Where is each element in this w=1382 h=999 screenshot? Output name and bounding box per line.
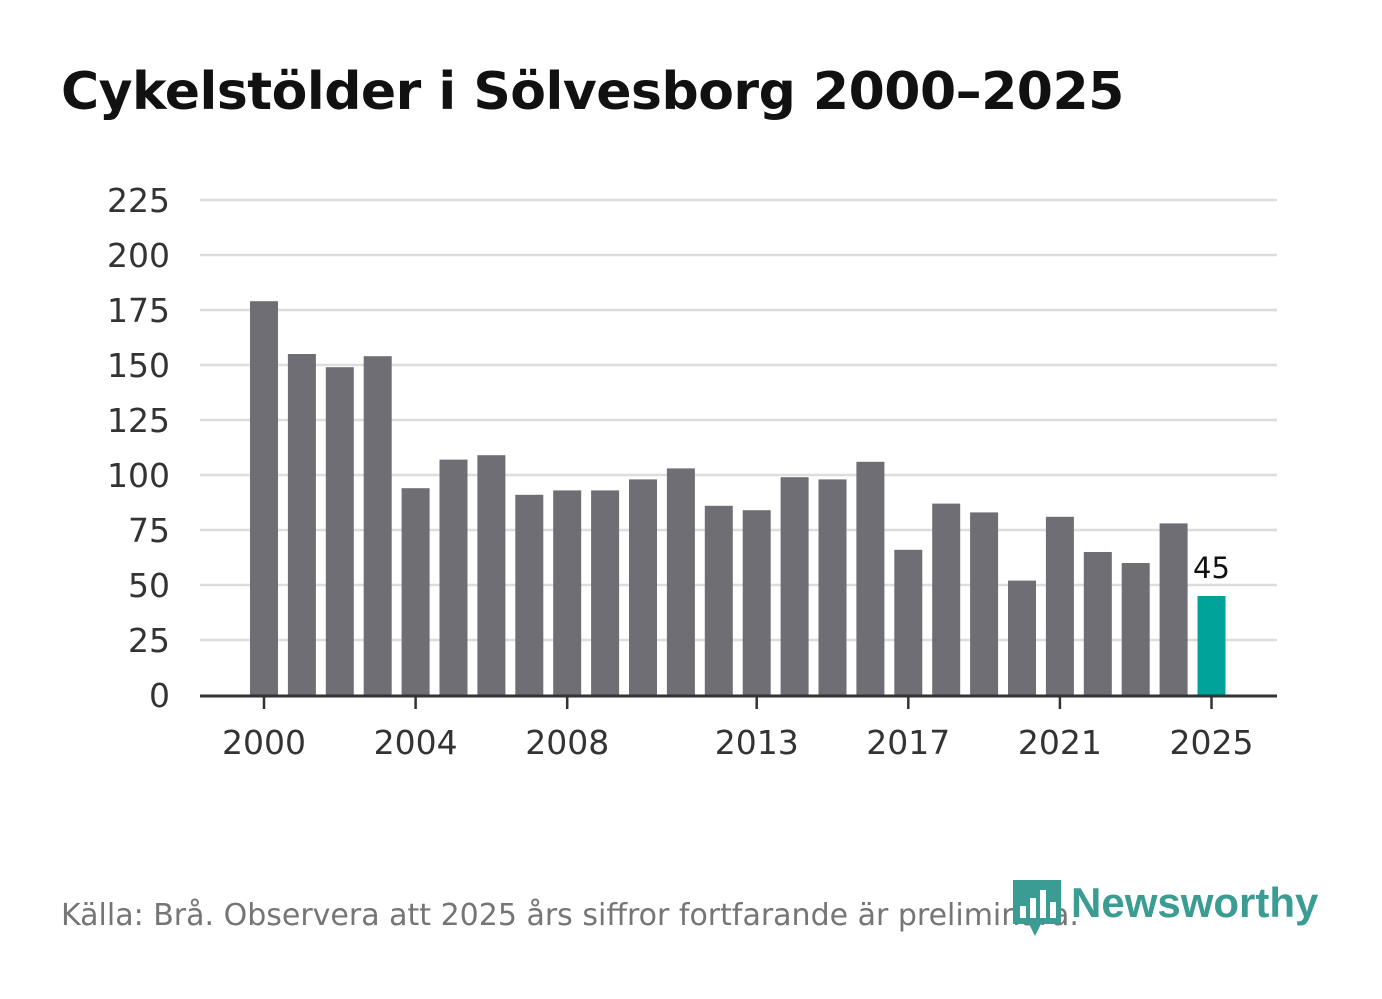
y-tick-label: 150 (107, 346, 170, 385)
bar-2001 (287, 354, 316, 695)
y-tick-label: 75 (128, 511, 170, 550)
bars (250, 301, 1226, 695)
y-tick-label: 175 (107, 291, 170, 330)
gridlines (200, 198, 1277, 642)
brand-name: Newsworthy (1071, 879, 1319, 926)
newsworthy-logo: Newsworthy (1011, 878, 1318, 940)
source-note: Källa: Brå. Observera att 2025 års siffr… (61, 898, 1079, 933)
bar-2024 (1159, 523, 1188, 695)
x-tick-label: 2021 (1018, 723, 1102, 762)
bar-2022 (1083, 552, 1112, 695)
data-label: 45 (1193, 551, 1230, 585)
bar-2017 (894, 549, 923, 695)
bar-2006 (477, 455, 506, 695)
bar-2025 (1197, 596, 1226, 695)
y-tick-label: 100 (107, 456, 170, 495)
y-axis-tick-labels: 0 25 50 75 100 125 150 175 200 225 (107, 181, 170, 715)
y-tick-label: 200 (107, 236, 170, 275)
bar-2005 (439, 459, 468, 695)
bar-2016 (856, 461, 885, 695)
chart-title: Cykelstölder i Sölvesborg 2000–2025 (61, 62, 1124, 122)
bar-2003 (363, 356, 392, 695)
annotations: 45 (1191, 549, 1233, 588)
bar-2002 (325, 367, 354, 695)
bar-chart-speech-bubble-icon (1013, 880, 1061, 936)
bar-2021 (1045, 516, 1074, 695)
y-tick-label: 225 (107, 181, 170, 220)
bar-2004 (401, 488, 430, 695)
bar-2007 (515, 494, 544, 695)
x-tick-label: 2017 (866, 723, 950, 762)
bar-2012 (704, 505, 733, 695)
y-tick-label: 125 (107, 401, 170, 440)
x-tick-label: 2008 (525, 723, 609, 762)
bar-2009 (591, 490, 620, 695)
x-tick-label: 2025 (1170, 723, 1254, 762)
y-tick-label: 25 (128, 621, 170, 660)
bar-2023 (1121, 563, 1150, 695)
bar-2010 (629, 479, 657, 695)
y-tick-label: 0 (149, 676, 170, 715)
bar-2013 (742, 510, 771, 695)
y-tick-label: 50 (128, 566, 170, 605)
bar-2014 (780, 477, 809, 695)
bar-2008 (553, 490, 582, 695)
bar-2011 (666, 468, 695, 695)
x-tick-label: 2000 (222, 723, 306, 762)
x-tick-label: 2013 (715, 723, 799, 762)
x-tick-label: 2004 (374, 723, 458, 762)
bar-2018 (932, 503, 961, 695)
bar-2019 (970, 512, 999, 695)
bar-2020 (1008, 580, 1036, 695)
x-axis: 2000 2004 2008 2013 2017 2021 2025 (200, 694, 1277, 762)
bar-2000 (250, 301, 278, 695)
bar-2015 (818, 479, 847, 695)
